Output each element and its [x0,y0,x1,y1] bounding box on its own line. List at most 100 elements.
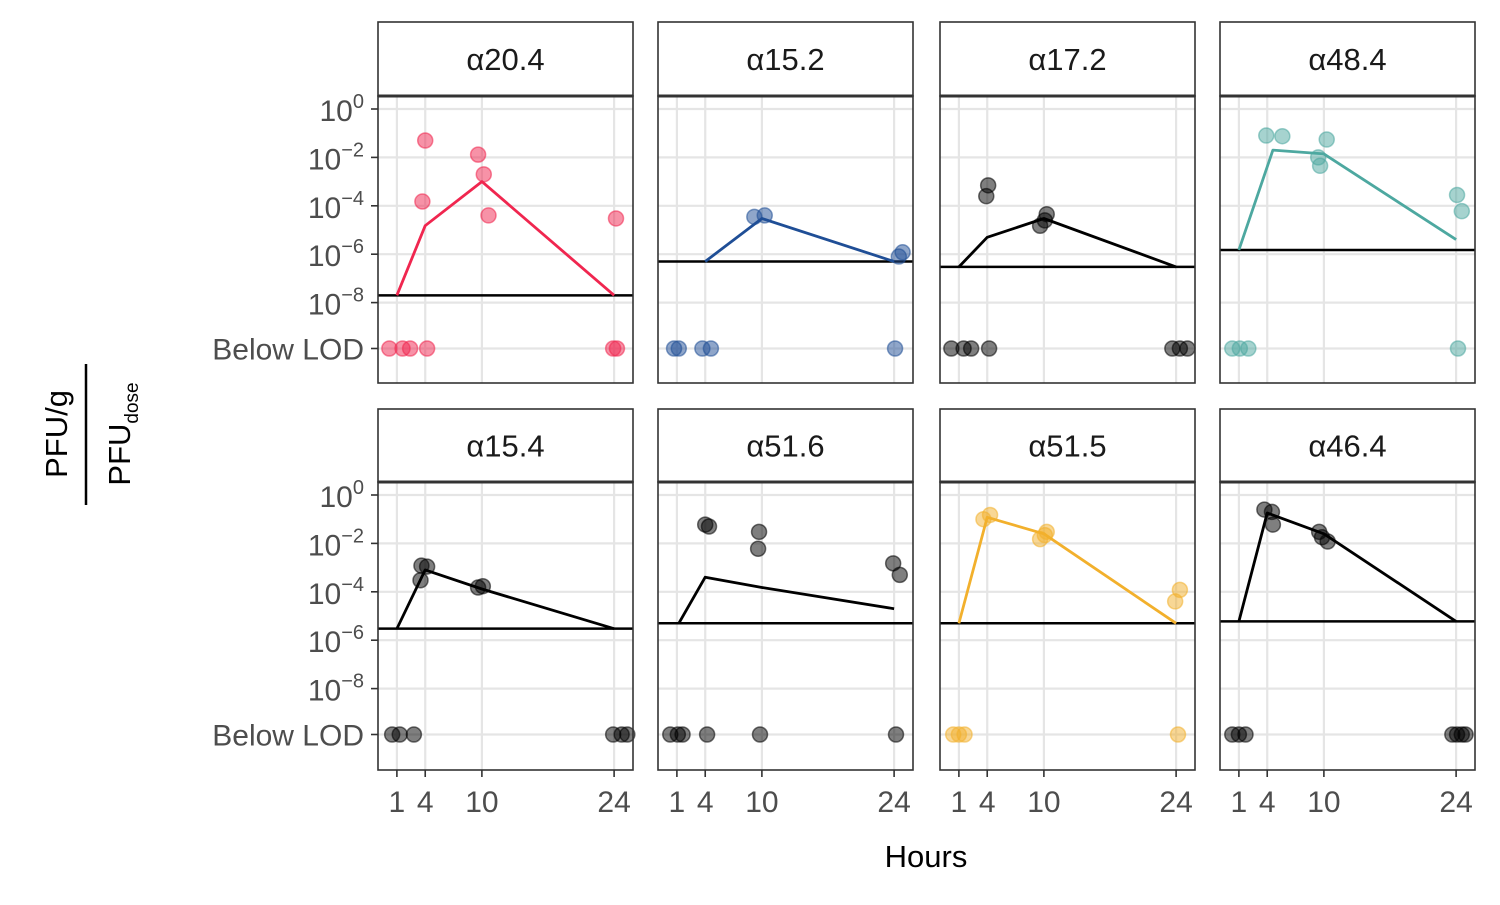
data-point [1274,127,1291,145]
gridlines [940,96,1195,383]
panel-title: α51.5 [1028,429,1106,464]
data-point [475,166,493,183]
x-axis-title: Hours [885,839,968,874]
data-point [416,132,434,149]
x-tick-label: 1 [951,786,968,819]
data-point [1453,202,1471,220]
x-axis: 1 4 10 24 [951,770,1193,819]
y-tick-label-below-lod: Below LOD [212,720,364,753]
panel-background [658,96,913,383]
data-point [480,207,497,224]
x-tick-label: 4 [417,786,434,819]
panel-background [940,96,1195,383]
x-axis: 1 4 10 24 [669,770,911,819]
data-point [1038,205,1055,223]
x-tick-label: 4 [1259,786,1276,819]
strip-box [939,21,1196,97]
x-tick-label: 10 [1027,786,1060,819]
fit-line [957,515,1177,625]
below-lod-point [751,726,769,743]
fit-line [395,568,615,631]
below-lod-point [886,340,904,357]
y-axis-title: PFU/g PFUdose [39,364,143,505]
y-tick-label: 10−8 [308,285,364,322]
data-point [418,558,436,575]
strip-box [939,408,1196,483]
data-point [1171,581,1189,599]
x-tick-label: 4 [697,786,714,819]
y-tick-label: 10−2 [308,525,364,562]
y-tick-label: 10−6 [308,622,364,659]
below-lod-point [980,340,998,357]
y-tick-label: 100 [320,91,365,128]
data-point [607,210,625,227]
x-tick-label: 24 [877,786,910,819]
data-point [978,187,995,205]
gridlines [1220,482,1475,770]
y-tick-base: 10 [320,481,353,514]
x-tick-label: 1 [669,786,686,819]
y-tick-exponent: −6 [341,622,364,644]
below-lod-point [608,340,626,357]
data-point [894,244,911,261]
panel-title: α51.6 [746,429,824,464]
panel-8: α46.4 1 4 10 24 [1219,408,1476,819]
y-tick-base: 10 [308,578,341,611]
panel-background [378,482,633,770]
data-point [469,146,487,163]
gridlines [940,482,1195,770]
panel-title: α15.2 [746,42,824,77]
y-tick-exponent: −8 [341,671,364,693]
below-lod-point [1179,340,1196,357]
x-tick-label: 1 [389,786,406,819]
data-point [474,577,492,595]
x-tick-label: 10 [1307,786,1340,819]
y-axis-title-denominator-base: PFU [102,424,137,486]
y-tick-base: 10 [308,289,341,322]
panel-7: α51.5 1 4 10 24 [939,408,1196,819]
panel-2: α15.2 [657,21,914,384]
y-tick-label: 10−6 [308,236,364,273]
panel-background [1220,96,1475,383]
y-tick-exponent: −2 [341,525,364,547]
y-tick-label: 10−4 [308,188,364,225]
x-tick-label: 24 [597,786,630,819]
x-axis: 1 4 10 24 [1231,770,1473,819]
fit-line [1237,148,1457,251]
gridlines [658,96,913,383]
y-tick-base: 10 [308,192,341,225]
below-lod-point [887,726,905,743]
y-tick-label: 10−8 [308,671,364,708]
y-tick-label: 10−2 [308,139,364,176]
data-point [981,506,999,524]
gridlines [1220,96,1475,383]
panel-title: α17.2 [1028,42,1106,77]
strip-box [657,408,914,483]
data-point [700,518,718,535]
data-point [1311,157,1329,175]
data-point [750,523,768,541]
panel-background [1220,482,1475,770]
below-lod-point [418,340,436,357]
below-lod-point [1237,726,1254,743]
y-tick-base: 10 [308,675,341,708]
panel-6: α51.6 1 4 10 24 [657,408,914,819]
y-tick-exponent: −4 [341,188,364,210]
x-tick-label: 24 [1439,786,1472,819]
fit-line [677,575,895,624]
data-point [749,540,767,558]
fit-line [1237,511,1457,623]
y-tick-base: 10 [308,529,341,562]
panel-title: α20.4 [466,42,544,77]
below-lod-point [670,340,688,357]
panel-background [378,96,633,383]
data-point [1038,523,1055,541]
y-tick-exponent: −2 [341,139,364,161]
x-tick-label: 4 [979,786,996,819]
